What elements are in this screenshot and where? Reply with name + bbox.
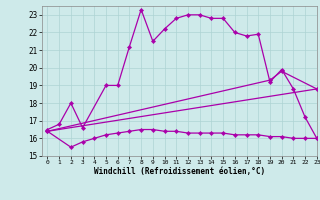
X-axis label: Windchill (Refroidissement éolien,°C): Windchill (Refroidissement éolien,°C) <box>94 167 265 176</box>
